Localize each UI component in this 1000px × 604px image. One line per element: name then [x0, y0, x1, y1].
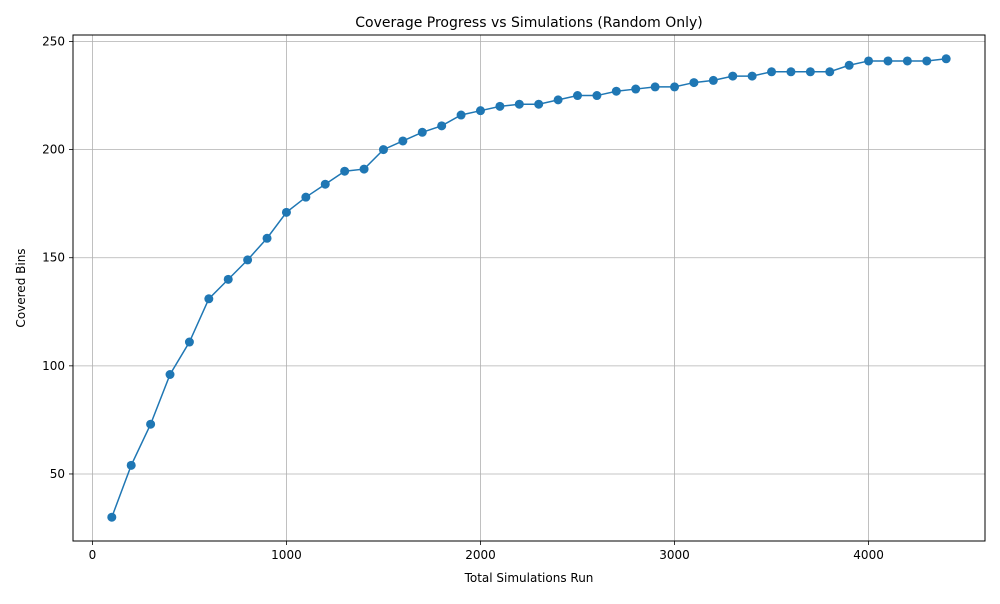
y-tick-label: 200: [42, 143, 65, 157]
data-point: [301, 192, 311, 202]
data-point: [534, 99, 544, 109]
data-point: [417, 127, 427, 137]
data-point: [437, 121, 447, 131]
data-point: [650, 82, 660, 92]
data-point: [611, 86, 621, 96]
data-point: [495, 101, 505, 111]
data-point: [553, 95, 563, 105]
data-point: [825, 67, 835, 77]
data-point: [359, 164, 369, 174]
data-point: [514, 99, 524, 109]
data-point: [456, 110, 466, 120]
data-point: [165, 369, 175, 379]
axis-ticks: 0 1000 2000 3000 4000 50 100 150 200 250: [42, 34, 884, 562]
data-point: [243, 255, 253, 265]
x-tick-label: 3000: [659, 548, 690, 562]
x-tick-label: 2000: [465, 548, 496, 562]
data-point: [805, 67, 815, 77]
data-point: [941, 54, 951, 64]
data-point: [573, 91, 583, 101]
x-tick-label: 0: [89, 548, 97, 562]
data-point: [184, 337, 194, 347]
data-point: [902, 56, 912, 66]
y-tick-label: 250: [42, 34, 65, 48]
y-tick-label: 100: [42, 359, 65, 373]
grid: [73, 35, 985, 541]
data-point: [864, 56, 874, 66]
data-point: [204, 294, 214, 304]
data-point: [281, 207, 291, 217]
series: [107, 54, 951, 522]
data-point: [223, 274, 233, 284]
data-point: [320, 179, 330, 189]
data-point: [728, 71, 738, 81]
data-point: [107, 512, 117, 522]
data-point: [708, 75, 718, 85]
data-point: [670, 82, 680, 92]
data-point: [146, 419, 156, 429]
x-axis-label: Total Simulations Run: [464, 571, 594, 585]
plot-area-frame: [72, 34, 986, 542]
y-tick-label: 150: [42, 251, 65, 265]
data-point: [844, 60, 854, 70]
chart-title: Coverage Progress vs Simulations (Random…: [355, 15, 702, 31]
data-point: [689, 78, 699, 88]
y-tick-label: 50: [50, 467, 65, 481]
data-point: [475, 106, 485, 116]
data-point: [631, 84, 641, 94]
data-point: [398, 136, 408, 146]
data-point: [883, 56, 893, 66]
data-point: [126, 460, 136, 470]
y-axis-label: Covered Bins: [14, 248, 28, 327]
x-tick-label: 4000: [853, 548, 884, 562]
data-point: [340, 166, 350, 176]
data-point: [767, 67, 777, 77]
data-point: [378, 145, 388, 155]
data-point: [592, 91, 602, 101]
x-tick-label: 1000: [271, 548, 302, 562]
data-point: [786, 67, 796, 77]
data-point: [747, 71, 757, 81]
data-point: [922, 56, 932, 66]
data-point: [262, 233, 272, 243]
